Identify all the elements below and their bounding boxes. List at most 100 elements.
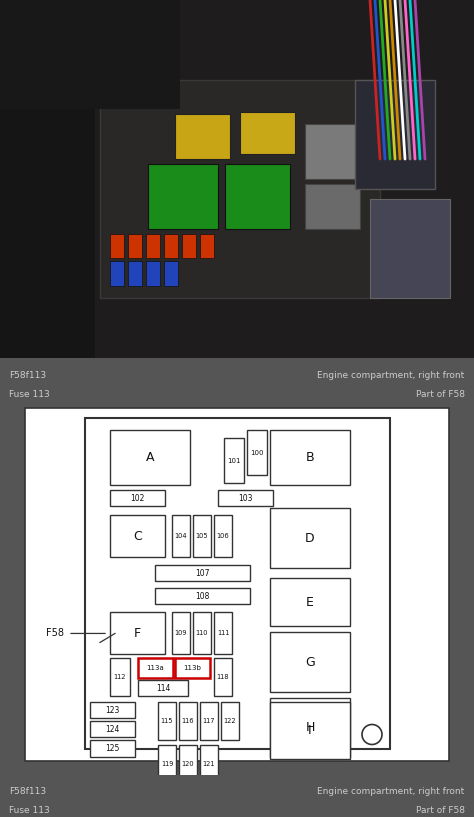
Bar [164, 261, 178, 286]
Bar [110, 431, 190, 485]
Circle shape [362, 725, 382, 744]
Bar [355, 79, 435, 189]
Text: 123: 123 [105, 706, 120, 715]
Text: Engine compartment, right front: Engine compartment, right front [317, 371, 465, 380]
Bar [110, 234, 124, 258]
Bar [175, 114, 230, 159]
Text: 101: 101 [227, 458, 241, 464]
Text: Fuse 113: Fuse 113 [9, 806, 50, 815]
Text: F58f113: F58f113 [9, 371, 46, 380]
Bar [110, 516, 165, 557]
Bar [155, 565, 250, 582]
Bar [0, 0, 180, 109]
Text: 103: 103 [238, 494, 253, 503]
Bar [0, 0, 95, 358]
Text: H: H [305, 721, 315, 734]
Bar [148, 164, 218, 229]
Bar [200, 744, 218, 783]
Bar [155, 588, 250, 605]
Bar [128, 234, 142, 258]
Bar [270, 578, 350, 627]
Bar [128, 261, 142, 286]
Bar [247, 431, 267, 475]
Bar [270, 431, 350, 485]
Text: 108: 108 [195, 592, 210, 601]
Text: B: B [306, 451, 314, 464]
Text: 118: 118 [217, 675, 229, 681]
Bar [172, 516, 190, 557]
Text: 125: 125 [105, 744, 120, 753]
Text: 116: 116 [182, 718, 194, 725]
Bar [110, 659, 130, 696]
Bar [85, 418, 390, 748]
Bar [200, 703, 218, 740]
Bar [158, 744, 176, 783]
Text: G: G [305, 656, 315, 669]
Text: 109: 109 [175, 631, 187, 636]
Bar [164, 234, 178, 258]
Bar [221, 703, 239, 740]
Bar [179, 744, 197, 783]
Text: I: I [308, 724, 312, 737]
Text: 121: 121 [203, 761, 215, 766]
Bar [25, 408, 449, 761]
Text: 102: 102 [130, 494, 145, 503]
Text: A: A [146, 451, 154, 464]
Bar [214, 613, 232, 654]
Bar [138, 659, 173, 678]
Text: Part of F58: Part of F58 [416, 806, 465, 815]
Bar [90, 703, 135, 718]
Bar [270, 703, 350, 758]
Text: F58: F58 [46, 628, 64, 638]
Text: Engine compartment, right front: Engine compartment, right front [317, 788, 465, 797]
Bar [100, 79, 380, 298]
Bar [200, 234, 214, 258]
Text: F58f113: F58f113 [9, 788, 46, 797]
Text: 119: 119 [161, 761, 173, 766]
Bar [138, 681, 188, 696]
Bar [110, 490, 165, 507]
Bar [214, 659, 232, 696]
Bar [218, 490, 273, 507]
Text: 113b: 113b [183, 666, 201, 672]
Text: 120: 120 [182, 761, 194, 766]
Text: E: E [306, 596, 314, 609]
Bar [224, 439, 244, 484]
Text: 105: 105 [196, 534, 208, 539]
Text: C: C [133, 530, 142, 543]
Bar [110, 261, 124, 286]
Text: 113a: 113a [146, 666, 164, 672]
Bar [370, 199, 450, 298]
Text: D: D [305, 532, 315, 545]
Text: 110: 110 [196, 631, 208, 636]
Text: 117: 117 [203, 718, 215, 725]
Text: 114: 114 [156, 684, 170, 693]
Bar [175, 659, 210, 678]
Bar [193, 516, 211, 557]
Text: 112: 112 [114, 675, 126, 681]
Bar [90, 721, 135, 738]
Bar [270, 699, 350, 757]
Bar [270, 508, 350, 569]
Text: Part of F58: Part of F58 [416, 390, 465, 399]
Text: 124: 124 [105, 725, 120, 734]
Bar [182, 234, 196, 258]
Bar [146, 261, 160, 286]
Bar [305, 124, 365, 179]
Bar [193, 613, 211, 654]
Bar [214, 516, 232, 557]
Text: 115: 115 [161, 718, 173, 725]
Text: 111: 111 [217, 631, 229, 636]
Text: 104: 104 [175, 534, 187, 539]
Bar [110, 613, 165, 654]
Bar [270, 632, 350, 693]
Text: Fuse 113: Fuse 113 [9, 390, 50, 399]
Bar [179, 703, 197, 740]
Bar [172, 613, 190, 654]
Text: 107: 107 [195, 569, 210, 578]
Bar [225, 164, 290, 229]
Bar [305, 184, 360, 229]
Text: 106: 106 [217, 534, 229, 539]
Bar [240, 112, 295, 154]
Text: 100: 100 [250, 450, 264, 456]
